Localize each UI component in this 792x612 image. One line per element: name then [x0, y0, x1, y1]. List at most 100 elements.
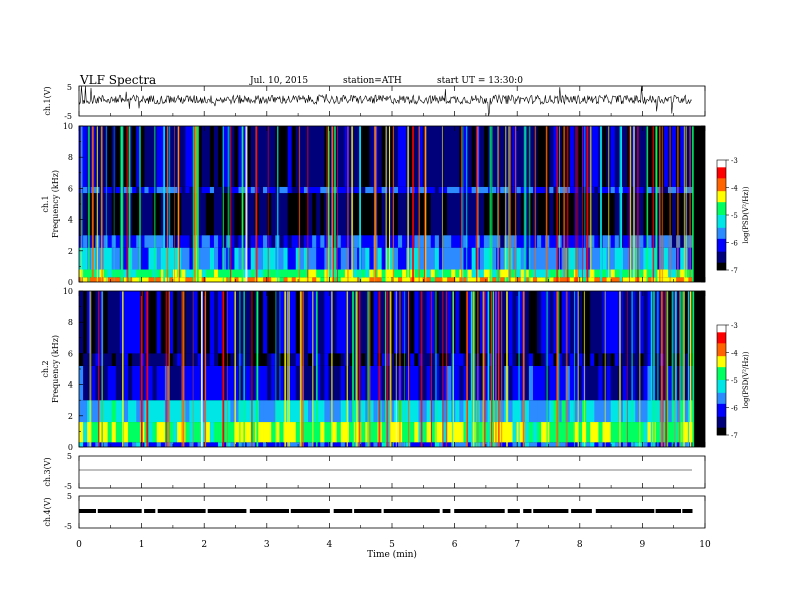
- sferic-streak: [241, 126, 244, 282]
- spectrogram-cell: [369, 400, 374, 423]
- spectrogram-cell: [209, 400, 215, 423]
- spectrogram-cell: [258, 400, 264, 423]
- spectrogram-cell: [287, 247, 293, 270]
- spectrogram-cell: [295, 269, 301, 278]
- spectrogram-cell: [369, 291, 374, 354]
- spectrogram-cell: [365, 277, 370, 282]
- sferic-streak: [331, 126, 333, 282]
- colorbar-segment: [717, 420, 726, 423]
- spectrogram-cell: [537, 442, 542, 447]
- spectrogram-cell: [353, 193, 358, 236]
- spectrogram-cell: [483, 126, 489, 187]
- spectrogram-cell: [336, 186, 342, 194]
- spectrogram-cell: [537, 126, 542, 187]
- spectrogram-cell: [328, 277, 333, 282]
- spectrogram-cell: [606, 442, 612, 447]
- spectrogram-cell: [79, 442, 84, 447]
- spectrogram-cell: [672, 422, 677, 443]
- spectrogram-cell: [168, 269, 174, 278]
- spectrogram-cell: [467, 126, 473, 187]
- spectrogram-cell: [91, 365, 96, 401]
- spectrogram-cell: [500, 400, 505, 423]
- spectrogram-cell: [156, 247, 162, 270]
- spectrogram-cell: [500, 247, 505, 270]
- spectrogram-cell: [369, 365, 374, 401]
- spectrogram-cell: [271, 247, 276, 270]
- spectrogram-cell: [312, 291, 317, 354]
- spectrogram-cell: [156, 269, 162, 278]
- sferic-streak: [386, 291, 389, 447]
- spectrogram-cell: [655, 193, 661, 236]
- colorbar-segment: [717, 369, 726, 372]
- sferic-streak: [430, 291, 432, 447]
- spectrogram-cell: [606, 400, 612, 423]
- colorbar-segment: [717, 167, 726, 170]
- spectrogram-cell: [618, 291, 624, 354]
- spectrogram-cell: [684, 186, 689, 194]
- spectrogram-cell: [447, 186, 452, 194]
- spectrogram-cell: [148, 442, 154, 447]
- spectrogram-cell: [291, 269, 297, 278]
- spectrogram-cell: [95, 400, 100, 423]
- spectrogram-cell: [512, 247, 518, 270]
- colorbar-segment: [717, 396, 726, 399]
- spectrogram-cell: [185, 422, 190, 443]
- spectrogram-cell: [279, 126, 284, 187]
- spectrogram-cell: [201, 247, 207, 270]
- colorbar-tick-label: -6: [731, 405, 738, 413]
- sferic-streak: [619, 291, 621, 447]
- colorbar-segment: [717, 253, 726, 256]
- spectrogram-cell: [438, 353, 444, 366]
- spectrogram-cell: [83, 269, 88, 278]
- sferic-streak: [505, 126, 507, 282]
- spectrogram-cell: [258, 353, 264, 366]
- spectrogram-cell: [189, 365, 194, 401]
- spectrogram-cell: [242, 277, 248, 282]
- spectrogram-cell: [267, 235, 272, 248]
- colorbar-segment: [717, 160, 726, 163]
- spectrogram-cell: [438, 442, 444, 447]
- spectrogram-cell: [471, 193, 477, 236]
- spectrogram-cell: [160, 291, 166, 354]
- colorbar-segment: [717, 187, 726, 190]
- spectrogram-cell: [136, 442, 141, 447]
- spectrogram-cell: [377, 126, 383, 187]
- spectrogram-cell: [148, 186, 154, 194]
- colorbar-segment: [717, 216, 726, 220]
- spectrogram-cell: [463, 235, 468, 248]
- spectrogram-cell: [275, 400, 280, 423]
- spectrogram-cell: [128, 442, 133, 447]
- spectrogram-cell: [577, 235, 583, 248]
- ch4-waveform-panel: 5 -5 ch.4(V): [43, 492, 706, 531]
- spectrogram-cell: [545, 193, 550, 236]
- colorbar-segment: [717, 193, 726, 196]
- spectrogram-cell: [614, 422, 620, 443]
- ch4-pulse-segment: [333, 509, 353, 513]
- colorbar-segment: [717, 220, 726, 223]
- spectrogram-cell: [103, 269, 109, 278]
- spectrogram-cell: [303, 400, 309, 423]
- spectrogram-cell: [667, 400, 673, 423]
- spectrogram-cell: [414, 365, 419, 401]
- spectrogram-cell: [610, 269, 616, 278]
- spectrogram-cell: [598, 422, 603, 443]
- sferic-streak: [558, 126, 560, 282]
- colorbar-segment: [717, 264, 726, 267]
- spectrogram-cell: [639, 400, 644, 423]
- spectrogram-cell: [430, 235, 436, 248]
- sferic-streak: [445, 291, 447, 447]
- spectrogram-cell: [340, 269, 346, 278]
- spectrogram-cell: [430, 442, 436, 447]
- sferic-streak: [121, 126, 124, 282]
- spectrogram-cell: [226, 353, 231, 366]
- spectrogram-cell: [508, 400, 513, 423]
- spectrogram-cell: [83, 247, 88, 270]
- spectrogram-cell: [168, 422, 174, 443]
- sferic-streak: [122, 291, 124, 447]
- spectrogram-cell: [459, 353, 464, 366]
- spectrogram-cell: [492, 247, 497, 270]
- spectrogram-cell: [500, 365, 505, 401]
- spectrogram-cell: [492, 400, 497, 423]
- sferic-streak: [487, 291, 490, 447]
- spectrogram-cell: [361, 186, 366, 194]
